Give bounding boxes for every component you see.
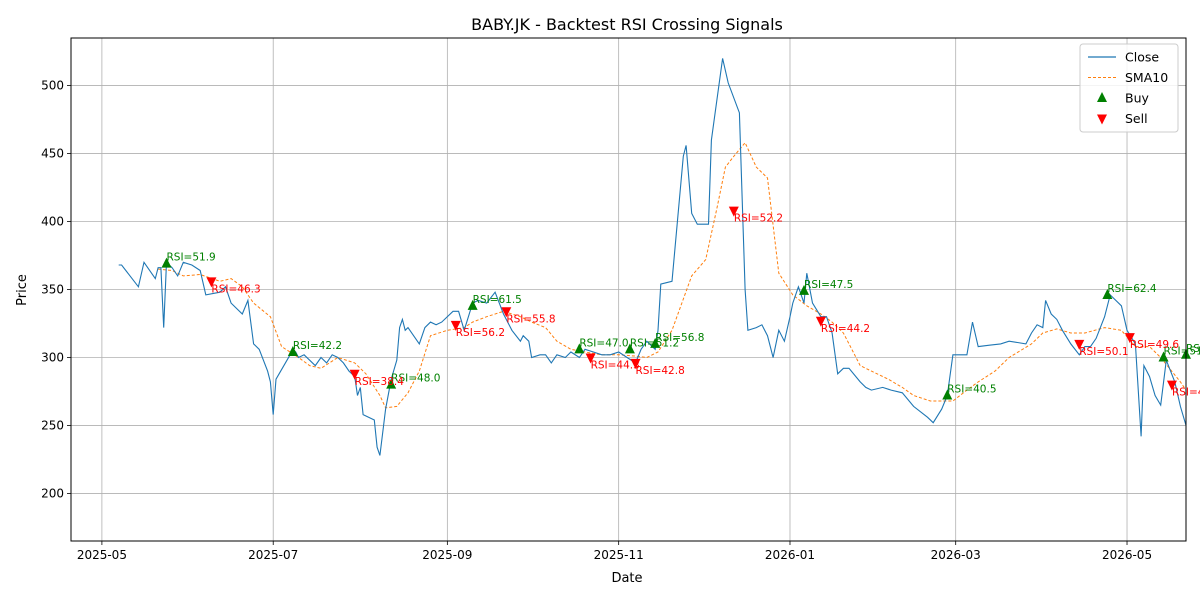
x-tick-label: 2026-01 xyxy=(765,548,815,562)
buy-signal-marker xyxy=(467,299,478,310)
legend-label: SMA10 xyxy=(1125,70,1168,85)
grid-lines xyxy=(71,38,1186,541)
sell-signal-marker xyxy=(1074,339,1085,350)
sell-signal-marker xyxy=(728,206,739,217)
sell-signal-label: RSI=56.2 xyxy=(456,327,505,339)
plot-frame xyxy=(70,37,1187,542)
sell-signal-marker xyxy=(450,320,461,331)
sma10-series-line xyxy=(158,141,1186,409)
sell-signal-label: RSI=55.8 xyxy=(506,313,555,325)
buy-signal-marker xyxy=(624,343,635,354)
buy-signal-label: RSI=47.5 xyxy=(804,279,853,291)
y-tick-label: 200 xyxy=(41,486,64,500)
sell-signal-marker xyxy=(501,307,512,318)
sell-signal-label: RSI=50.1 xyxy=(1079,346,1128,358)
buy-signal-marker xyxy=(650,337,661,348)
buy-signal-marker xyxy=(1102,288,1113,299)
legend: Close SMA10 Buy Sell xyxy=(1079,43,1179,133)
buy-signal-marker xyxy=(386,378,397,389)
sell-signal-label: RSI=42.8 xyxy=(636,365,685,377)
legend-label: Buy xyxy=(1125,91,1149,106)
sell-signal-label: RSI=49.6 xyxy=(1130,339,1180,351)
buy-signal-label: RSI=61.5 xyxy=(473,294,522,306)
close-series-line xyxy=(118,58,1186,456)
sell-signal-label: RSI=44.3 xyxy=(591,359,640,371)
x-tick-label: 2025-11 xyxy=(594,548,644,562)
x-tick-label: 2026-05 xyxy=(1102,548,1152,562)
buy-signal-label: RSI=51.9 xyxy=(166,252,215,264)
legend-box xyxy=(1079,43,1179,133)
buy-signal-marker xyxy=(287,346,298,357)
buy-signal-label: RSI=62.4 xyxy=(1107,283,1157,295)
x-tick-label: 2025-09 xyxy=(422,548,472,562)
sell-signal-label: RSI=38.4 xyxy=(355,376,405,388)
axis-ticks: 2025-05 2025-07 2025-09 2025-11 2026-01 2026-… xyxy=(41,79,1152,562)
buy-signal-label: RSI=48.0 xyxy=(391,373,440,385)
buy-signal-marker xyxy=(161,257,172,268)
buy-signal-label: RSI=42.2 xyxy=(293,340,342,352)
y-tick-label: 450 xyxy=(41,147,64,161)
sell-signal-marker xyxy=(1124,333,1135,344)
y-tick-label: 250 xyxy=(41,418,64,432)
y-tick-label: 400 xyxy=(41,215,64,229)
chart-title: BABY.JK - Backtest RSI Crossing Signals xyxy=(471,15,783,34)
buy-signal-marker xyxy=(799,284,810,295)
sell-signal-label: RSI=46.3 xyxy=(211,283,260,295)
y-tick-label: 500 xyxy=(41,79,64,93)
x-tick-label: 2025-07 xyxy=(248,548,298,562)
x-axis-label: Date xyxy=(611,571,642,586)
legend-buy-swatch xyxy=(1097,92,1107,102)
legend-sell-swatch xyxy=(1097,114,1107,125)
x-tick-label: 2025-05 xyxy=(77,548,127,562)
y-axis-label: Price xyxy=(15,274,30,306)
sell-signal-label: RSI=52.2 xyxy=(734,213,783,225)
y-tick-label: 300 xyxy=(41,350,64,364)
sell-signal-marker xyxy=(1166,380,1177,391)
legend-label: Sell xyxy=(1125,111,1148,126)
buy-signal-marker xyxy=(1158,351,1169,362)
y-tick-label: 350 xyxy=(41,283,64,297)
signal-markers: RSI=51.9 RSI=42.2 RSI=48.0 RSI=61.5 RSI=47.0… xyxy=(161,206,1200,400)
buy-signal-label: RSI=47.0 xyxy=(579,337,628,349)
sell-signal-marker xyxy=(815,316,826,327)
buy-signal-marker xyxy=(942,389,953,400)
legend-label: Close xyxy=(1125,50,1159,65)
buy-signal-label: RSI=56.8 xyxy=(655,332,704,344)
buy-signal-label: RSI=49.5 xyxy=(1186,343,1200,355)
sell-signal-label: RSI=44.2 xyxy=(821,323,870,335)
sell-signal-marker xyxy=(630,358,641,369)
sell-signal-marker xyxy=(585,353,596,364)
buy-signal-marker xyxy=(574,343,585,354)
buy-signal-label: RSI=40.5 xyxy=(947,384,996,396)
sell-signal-marker xyxy=(206,277,217,288)
sell-signal-marker xyxy=(349,369,360,380)
buy-signal-label: RSI=51.3 xyxy=(1164,345,1200,357)
x-tick-label: 2026-03 xyxy=(931,548,981,562)
plot-area xyxy=(118,58,1186,456)
